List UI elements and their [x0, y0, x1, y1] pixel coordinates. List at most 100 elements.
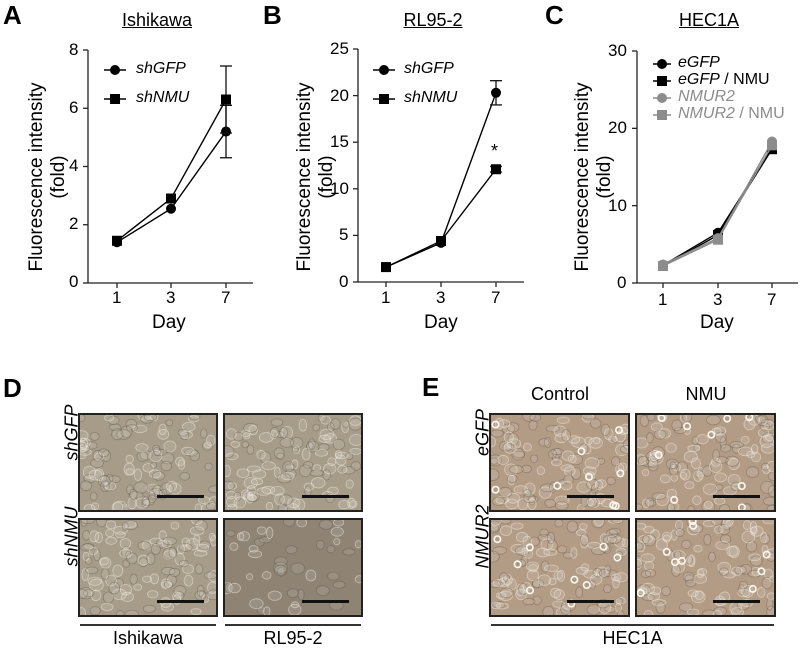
group-line-hec1a — [491, 624, 774, 626]
cell-texture — [491, 520, 628, 615]
scale-bar — [302, 600, 349, 603]
legend-b-shgfp: shGFP — [404, 60, 454, 77]
series-line — [662, 141, 773, 266]
micrograph-ishikawa-shnmu — [78, 518, 218, 617]
ytick: 0 — [617, 273, 627, 292]
legend-circle-icon — [110, 65, 120, 75]
square-marker — [491, 164, 501, 175]
legend-c-egfp: eGFP — [678, 54, 720, 72]
ytick: 0 — [339, 272, 349, 291]
square-marker — [381, 262, 391, 273]
series-line — [116, 131, 227, 243]
cell-texture — [637, 520, 774, 615]
micrograph-ishikawa-shgfp — [78, 413, 218, 512]
ytick: 20 — [330, 86, 349, 105]
xtick: 1 — [658, 290, 668, 309]
panel-letter-a: A — [3, 0, 22, 30]
square-marker — [658, 260, 668, 271]
legend-b-shnmu: shNMU — [404, 89, 458, 106]
legend-circle-icon — [379, 65, 389, 75]
micrograph-egfp-nmu — [635, 413, 776, 512]
square-marker — [166, 193, 176, 204]
scale-bar — [713, 495, 760, 498]
col-label-nmu: NMU — [685, 384, 727, 404]
scale-bar — [157, 600, 204, 603]
chart-a-title: Ishikawa — [121, 10, 193, 30]
xtick: 3 — [713, 290, 723, 309]
square-marker — [112, 235, 122, 246]
legend-italic: NMUR2 — [678, 88, 735, 105]
micrograph-nmur2-nmu — [635, 518, 776, 617]
chart-c-xlabel: Day — [700, 312, 734, 333]
legend-c-egfp-nmu: eGFP / NMU — [678, 71, 770, 89]
square-marker — [221, 94, 231, 105]
panel-letter-c: C — [545, 0, 564, 30]
legend-square-icon — [379, 94, 389, 104]
scale-bar — [713, 600, 760, 603]
ytick: 6 — [69, 98, 79, 117]
panel-letter-e: E — [422, 372, 440, 402]
legend-circle-icon — [657, 93, 667, 103]
legend-square-icon — [657, 110, 667, 120]
square-marker — [436, 235, 446, 246]
circle-marker — [491, 87, 501, 98]
cell-texture — [80, 520, 216, 615]
cell-texture — [225, 415, 361, 510]
ytick: 20 — [608, 118, 627, 137]
cell-texture — [491, 415, 628, 510]
series-line — [116, 99, 227, 242]
group-line-ishikawa — [80, 624, 216, 626]
xtick: 7 — [221, 288, 231, 307]
chart-a-xlabel: Day — [152, 312, 186, 333]
xtick: 7 — [767, 290, 777, 309]
legend-a-shnmu: shNMU — [136, 89, 190, 106]
micrograph-rl95-shgfp — [223, 413, 363, 512]
square-marker — [713, 234, 723, 245]
circle-marker — [166, 203, 176, 214]
chart-b-title: RL95-2 — [403, 10, 463, 30]
series-line — [662, 148, 773, 267]
legend-italic: eGFP — [678, 54, 720, 71]
group-label-hec1a: HEC1A — [602, 628, 663, 648]
square-marker — [767, 140, 777, 151]
scale-bar — [567, 495, 614, 498]
cell-texture — [637, 415, 774, 510]
legend-italic: eGFP — [678, 71, 720, 88]
ytick: 10 — [608, 196, 627, 215]
chart-b-xlabel: Day — [424, 312, 458, 333]
panel-letter-b: B — [263, 0, 282, 30]
ytick: 4 — [69, 156, 79, 175]
legend-plain: / NMU — [734, 105, 785, 122]
scale-bar — [302, 495, 349, 498]
legend-c-nmur2: NMUR2 — [678, 88, 735, 106]
ytick: 2 — [69, 214, 79, 233]
xtick: 3 — [436, 288, 446, 307]
ytick: 30 — [608, 41, 627, 60]
legend-italic: NMUR2 — [678, 105, 735, 122]
cell-texture — [80, 415, 216, 510]
xtick: 3 — [166, 288, 176, 307]
panel-letter-d: D — [3, 373, 22, 403]
xtick: 1 — [112, 288, 122, 307]
micrograph-egfp-control — [489, 413, 630, 512]
series-line — [662, 147, 773, 266]
legend-c-nmur2-nmu: NMUR2 / NMU — [678, 105, 785, 123]
scale-bar — [567, 600, 614, 603]
significance-star: * — [491, 141, 499, 161]
col-label-rl95: RL95-2 — [263, 628, 323, 648]
ytick: 10 — [330, 179, 349, 198]
xtick: 1 — [381, 288, 391, 307]
legend-square-icon — [110, 94, 120, 104]
micrograph-nmur2-control — [489, 518, 630, 617]
micrograph-rl95-shnmu — [223, 518, 363, 617]
col-label-ishikawa: Ishikawa — [112, 628, 184, 648]
chart-c-title: HEC1A — [678, 10, 740, 30]
ytick: 25 — [330, 39, 349, 58]
legend-plain: / NMU — [719, 71, 770, 88]
group-line-rl95 — [225, 624, 361, 626]
series-line — [385, 168, 497, 268]
scale-bar — [157, 495, 204, 498]
xtick: 7 — [491, 288, 501, 307]
ytick: 0 — [69, 272, 79, 291]
cell-texture — [225, 520, 361, 615]
